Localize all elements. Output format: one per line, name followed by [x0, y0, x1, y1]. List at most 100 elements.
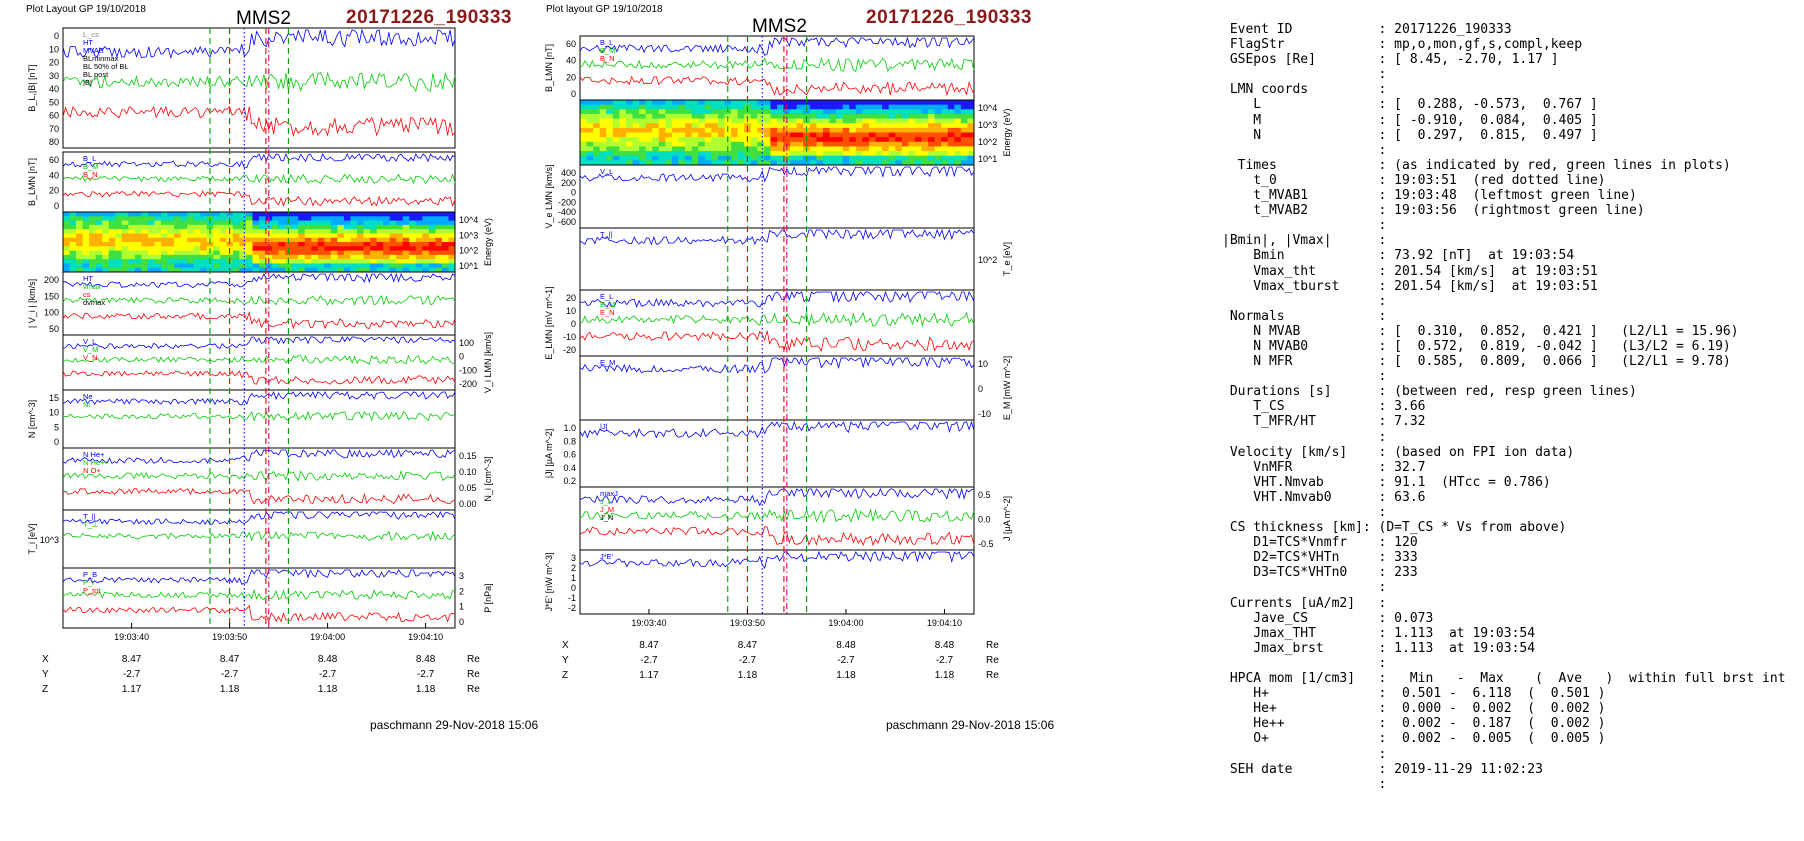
spectrogram-cell: [763, 160, 771, 166]
spectrogram-cell: [941, 151, 949, 157]
spectrogram-cell: [154, 224, 162, 230]
y-tick-label: -600: [558, 217, 576, 227]
legend-entry: HT: [83, 38, 93, 47]
spectrogram-cell: [141, 233, 149, 239]
spectrogram-cell: [317, 229, 325, 234]
spectrogram-cell: [625, 155, 634, 161]
spectrogram-cell: [174, 263, 182, 269]
y-tick-label: 2: [571, 563, 576, 573]
spectrogram-cell: [304, 254, 312, 260]
spectrogram-cell: [809, 132, 817, 138]
spectrogram-cell: [711, 113, 719, 120]
spectrogram-cell: [370, 233, 378, 239]
spectrogram-cell: [409, 250, 417, 256]
y-tick-label: -1: [568, 593, 576, 603]
spectrogram-cell: [363, 267, 371, 273]
spectrogram-cell: [954, 118, 962, 124]
spectrogram-cell: [402, 254, 410, 260]
spectrogram-cell: [324, 216, 332, 222]
spectrogram-cell: [796, 109, 804, 115]
series-line: [62, 336, 456, 350]
spectrogram-cell: [757, 104, 765, 110]
spectrogram-cell: [783, 123, 791, 129]
spectrogram-cell: [777, 141, 785, 147]
spectrogram-cell: [836, 151, 844, 157]
spectrogram-cell: [586, 109, 594, 115]
spectrogram-cell: [717, 146, 725, 152]
y-tick-label: -200: [459, 379, 477, 389]
ephemeris-value: -2.7: [123, 669, 141, 680]
spectrogram-cell: [921, 100, 929, 106]
spectrogram-cell: [121, 233, 129, 239]
spectrogram-cell: [441, 220, 449, 226]
spectrogram-cell: [796, 137, 804, 143]
spectrogram-cell: [311, 237, 319, 243]
spectrogram-cell: [435, 246, 443, 252]
spectrogram-cell: [796, 146, 804, 152]
panel-8: 10^3T_i [eV]T_||T_⊥: [27, 509, 456, 569]
series-line: [579, 526, 975, 547]
spectrogram-cell: [685, 146, 693, 152]
spectrogram-cell: [967, 118, 975, 124]
ephemeris-value: -2.7: [640, 655, 658, 666]
y-tick-label: 0: [571, 188, 576, 198]
spectrogram-cell: [187, 224, 195, 230]
spectrogram-cell: [213, 246, 221, 252]
spectrogram-cell: [304, 237, 312, 243]
y-tick-label: 100: [44, 308, 59, 318]
spectrogram-cell: [770, 113, 778, 120]
spectrogram-cell: [678, 104, 686, 110]
spectrogram-cell: [914, 132, 922, 138]
spectrogram-cell: [180, 259, 188, 264]
spectrogram-cell: [396, 254, 404, 260]
spectrogram-cell: [121, 220, 129, 226]
spectrogram-cell: [102, 216, 110, 222]
spectrogram-cell: [402, 224, 410, 230]
spectrogram-cell: [402, 263, 410, 269]
spectrogram-cell: [337, 233, 345, 239]
spectrogram-cell: [606, 141, 614, 147]
series-line: [579, 165, 975, 183]
spectrogram-cell: [691, 146, 699, 152]
spectrogram-cell: [147, 233, 155, 239]
spectrogram-cell: [76, 224, 84, 230]
spectrogram-cell: [69, 263, 77, 269]
spectrogram-cell: [259, 229, 267, 234]
spectrogram-cell: [174, 216, 182, 222]
spectrogram-cell: [888, 137, 896, 143]
spectrogram-cell: [174, 237, 182, 243]
spectrogram-cell: [625, 118, 634, 124]
spectrogram-cell: [161, 254, 169, 260]
spectrogram-cell: [678, 127, 686, 133]
series-line: [62, 294, 456, 306]
spectrogram-cell: [357, 212, 365, 217]
spectrogram-cell: [632, 160, 640, 166]
spectrogram-cell: [954, 127, 962, 133]
spectrogram-cell: [363, 259, 371, 264]
panel-6: 100-10 E_M [mW m^-2]E_M: [579, 355, 1012, 421]
spectrogram-cell: [259, 220, 267, 226]
spectrogram-cell: [625, 137, 634, 143]
spectrogram-cell: [711, 155, 719, 161]
spectrogram-cell: [731, 160, 739, 166]
spectrogram-cell: [206, 242, 214, 247]
spectrogram-cell: [842, 104, 850, 110]
spectrogram-cell: [842, 127, 850, 133]
spectrogram-cell: [213, 229, 221, 234]
y-tick-label: 0: [459, 617, 464, 627]
spectrogram-cell: [317, 259, 325, 264]
spectrogram-cell: [882, 100, 890, 106]
spectrogram-cell: [967, 151, 975, 157]
spectrogram-cell: [908, 160, 916, 166]
spectrogram-cell: [875, 118, 883, 124]
spectrogram-cell: [69, 259, 77, 264]
spectrogram-cell: [428, 250, 436, 256]
spectrogram-cell: [200, 216, 208, 222]
spectrogram-cell: [678, 160, 686, 166]
spectrogram-cell: [652, 123, 660, 129]
spectrogram-cell: [921, 132, 929, 138]
spectrogram-cell: [790, 113, 798, 120]
spectrogram-cell: [154, 246, 162, 252]
spectrogram-cell: [226, 212, 234, 217]
